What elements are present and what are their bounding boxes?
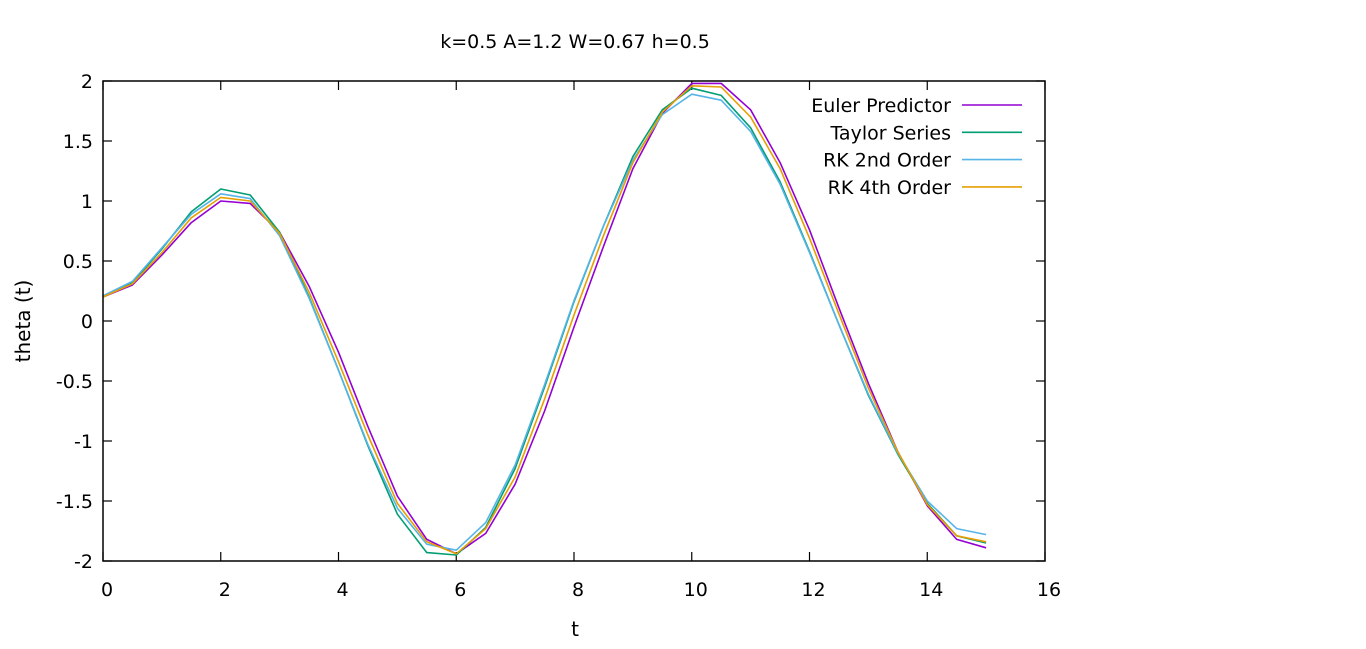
plot-frame — [102, 80, 1046, 562]
x-tick-label: 12 — [801, 579, 825, 601]
x-tick-label: 6 — [454, 579, 466, 601]
y-tick-label: 0 — [81, 311, 93, 333]
y-tick-label: -0.5 — [56, 371, 93, 393]
x-axis-label: t — [571, 617, 579, 641]
series-line-rk-4th-order — [102, 85, 987, 555]
series-lines — [102, 82, 987, 556]
x-tick-label: 16 — [1037, 579, 1061, 601]
x-tick-label: 14 — [919, 579, 943, 601]
y-tick-label: 2 — [81, 71, 93, 93]
legend-label-taylor-series: Taylor Series — [829, 122, 951, 144]
series-line-euler-predictor — [102, 82, 987, 555]
x-tick-label: 2 — [219, 579, 231, 601]
y-tick-label: 0.5 — [63, 251, 93, 273]
legend-label-rk-2nd-order: RK 2nd Order — [823, 150, 951, 172]
x-tick-label: 4 — [336, 579, 348, 601]
legend-label-euler-predictor: Euler Predictor — [811, 95, 951, 117]
y-axis-label: theta (t) — [11, 280, 35, 363]
y-tick-label: 1 — [81, 191, 93, 213]
series-line-rk-2nd-order — [102, 93, 987, 552]
y-tick-label: 1.5 — [63, 131, 93, 153]
legend: Euler Predictor Taylor Series RK 2nd Order… — [811, 95, 1022, 199]
axis-ticks: 0 2 4 6 8 10 12 14 16 -2 -1.5 -1 -0.5 0 0.5 1 1.5 2 — [56, 71, 1061, 601]
x-tick-label: 0 — [101, 579, 113, 601]
chart-title: k=0.5 A=1.2 W=0.67 h=0.5 — [440, 31, 710, 53]
x-tick-label: 8 — [572, 579, 584, 601]
y-tick-label: -1 — [74, 431, 93, 453]
legend-label-rk-4th-order: RK 4th Order — [828, 177, 952, 199]
x-tick-label: 10 — [684, 579, 708, 601]
y-tick-label: -2 — [74, 551, 93, 573]
y-tick-label: -1.5 — [56, 491, 93, 513]
